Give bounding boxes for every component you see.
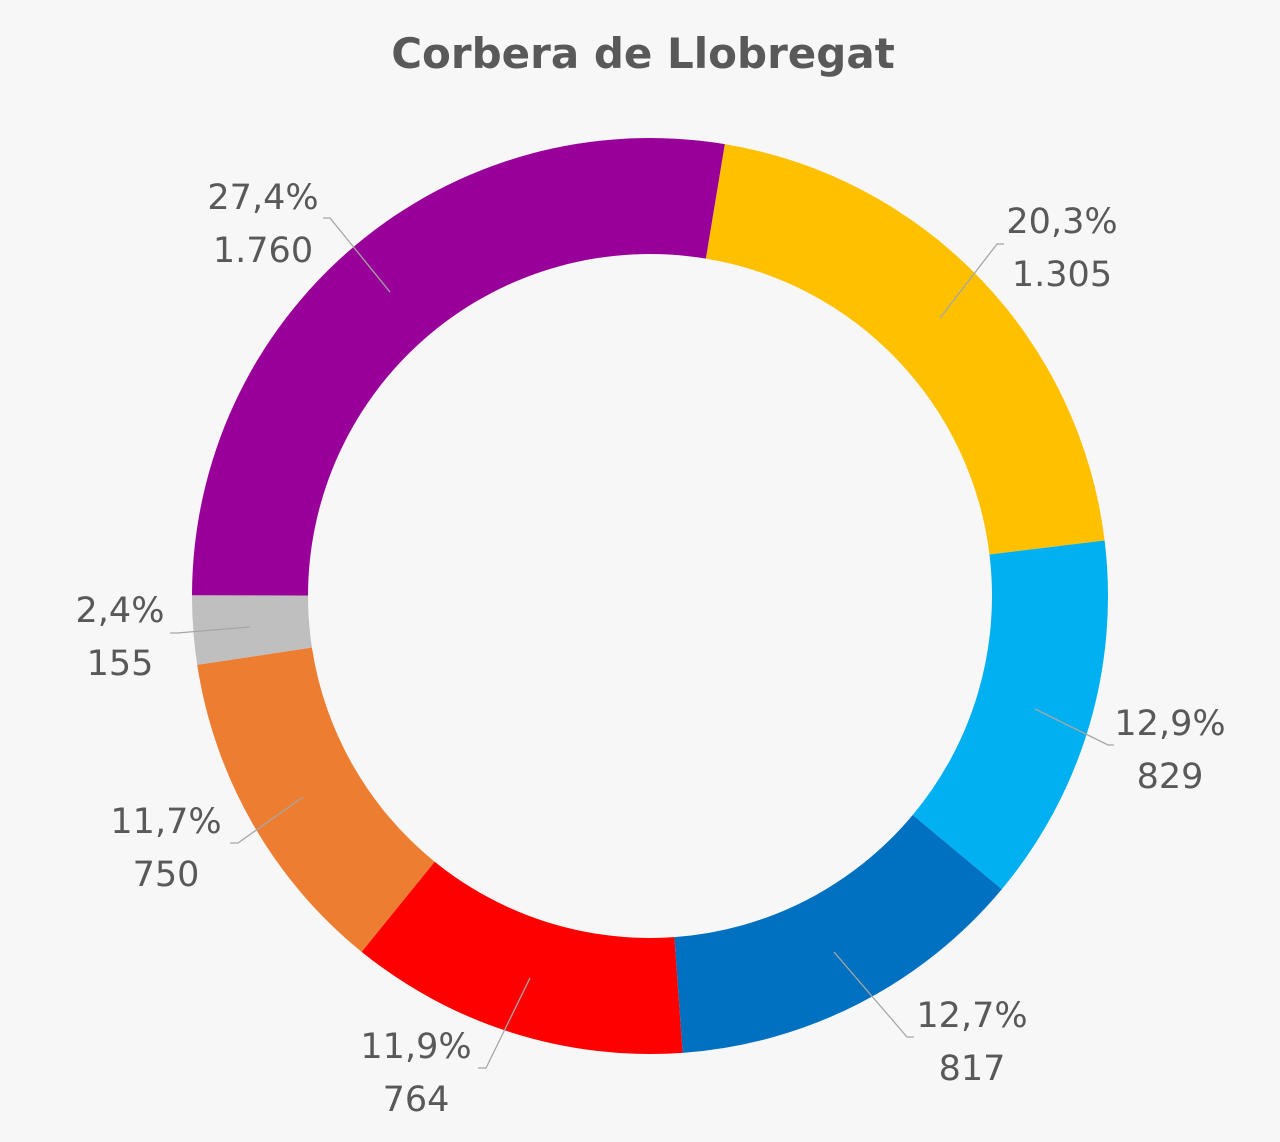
leader-lines-layer — [170, 217, 1114, 1069]
slice-value-label-2: 829 — [1137, 757, 1204, 797]
doughnut-slice-5 — [197, 647, 435, 952]
slice-percent-label-5: 11,7% — [110, 802, 221, 842]
slice-value-label-3: 817 — [939, 1049, 1006, 1089]
data-labels-layer: 20,3% 1.305 12,9% 829 12,7% 817 11,9% 764 11,7% 7… — [76, 178, 1226, 1120]
leader-line-1 — [939, 243, 1004, 319]
doughnut-slice-6 — [192, 595, 312, 665]
slice-percent-label-7: 27,4% — [207, 178, 318, 218]
doughnut-slice-3 — [674, 814, 1002, 1053]
slice-value-label-5: 750 — [133, 855, 200, 895]
slice-value-label-7: 1.760 — [213, 231, 313, 271]
leader-line-6 — [170, 626, 251, 634]
doughnut-slice-1 — [705, 144, 1105, 555]
leader-line-4 — [478, 977, 531, 1069]
leader-line-3 — [833, 951, 914, 1038]
slice-percent-label-6: 2,4% — [76, 591, 165, 631]
slice-value-label-1: 1.305 — [1012, 255, 1112, 295]
doughnut-slice-7 — [192, 137, 725, 596]
slice-percent-label-2: 12,9% — [1114, 704, 1225, 744]
chart-title: Corbera de Llobregat — [391, 29, 895, 78]
leader-line-2 — [1034, 708, 1114, 746]
doughnut-slice-4 — [361, 861, 683, 1054]
doughnut-slice-2 — [912, 540, 1108, 890]
slices-layer — [192, 137, 1108, 1054]
leader-line-7 — [323, 217, 391, 293]
slice-value-label-6: 155 — [87, 644, 154, 684]
slice-percent-label-1: 20,3% — [1006, 202, 1117, 242]
slice-value-label-4: 764 — [383, 1080, 450, 1120]
slice-percent-label-4: 11,9% — [360, 1027, 471, 1067]
slice-percent-label-3: 12,7% — [916, 996, 1027, 1036]
leader-line-5 — [230, 796, 304, 844]
